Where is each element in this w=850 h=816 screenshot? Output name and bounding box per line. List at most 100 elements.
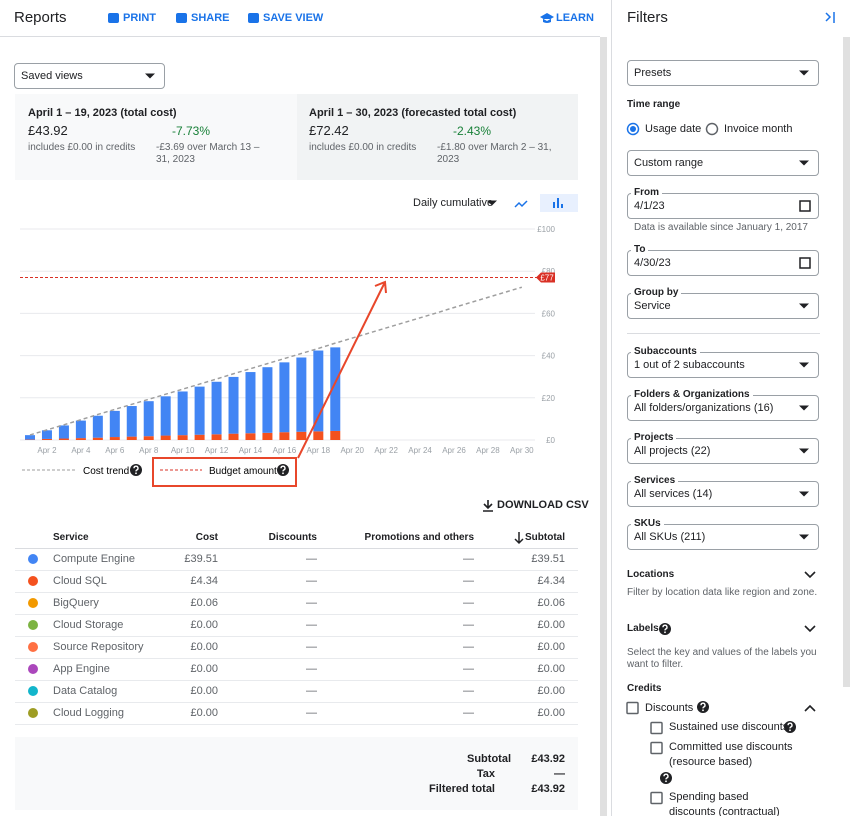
chart-mode[interactable]: Daily cumulative [413,197,494,209]
summary-amount: £72.42 [309,123,349,138]
radio-label[interactable]: Invoice month [724,123,793,135]
checkbox [650,741,663,755]
total-label: Filtered total [428,783,495,795]
help-icon [784,721,796,733]
service-name: Source Repository [53,641,144,653]
dropdown-caret [145,73,155,79]
calendar-icon [799,257,811,269]
cell: £0.00 [190,685,218,697]
bar-segment [194,386,205,435]
bar-segment [211,434,222,440]
cell: £0.00 [537,663,565,675]
checkbox-label[interactable]: Sustained use discounts [669,721,789,733]
service-dot [28,554,38,564]
dropdown-caret [799,362,809,368]
dropdown[interactable] [627,352,819,378]
dropdown[interactable] [627,60,819,86]
checkbox-label[interactable]: Committed use discounts (resource based) [669,741,793,768]
x-tick-label: Apr 4 [71,446,91,455]
totals-box [15,737,578,810]
help-icon [659,623,671,635]
bar-segment [228,376,239,434]
bar-segment [92,415,103,438]
dropdown[interactable] [627,524,819,550]
dropdown[interactable] [627,150,819,176]
dropdown[interactable] [14,63,165,89]
download-button[interactable]: DOWNLOAD CSV [497,499,589,511]
action-button[interactable]: SAVE VIEW [263,12,324,24]
dropdown-label: To [631,243,649,256]
action-button[interactable]: SHARE [191,12,230,24]
summary-title: April 1 – 19, 2023 (total cost) [28,107,177,119]
dropdown[interactable] [627,293,819,319]
legend-label: Cost trend [83,466,129,477]
dropdown[interactable] [627,438,819,464]
cell: £0.06 [190,597,218,609]
radio [626,122,640,136]
checkbox-label[interactable]: Spending based discounts (contractual) [669,791,780,816]
cell: — [306,575,317,587]
help-dot [135,472,137,475]
section-description: Select the key and values of the labels … [627,647,817,670]
dropdown-label: SKUs [631,517,664,530]
x-tick-label: Apr 28 [476,446,500,455]
summary-note: includes £0.00 in credits [28,142,136,153]
bar-segment [330,347,341,431]
section-title[interactable]: Labels [627,623,659,634]
section-title[interactable]: Locations [627,569,675,580]
cell: — [463,619,474,631]
total-value: £43.92 [531,753,565,765]
bar-segment [109,437,120,440]
cell: £0.00 [190,663,218,675]
cell: — [463,575,474,587]
dropdown-value: Saved views [21,70,83,82]
checkbox [626,701,639,715]
cell: — [306,707,317,719]
service-name: App Engine [53,663,110,675]
service-name: BigQuery [53,597,99,609]
bar-segment [126,436,137,440]
learn-button[interactable]: LEARN [556,12,594,24]
annotation-arrow [297,280,387,459]
summary-amount: £43.92 [28,123,68,138]
dropdown-caret [799,448,809,454]
checkbox-label[interactable]: Discounts [645,702,694,714]
radio [705,122,719,136]
dropdown-value: 1 out of 2 subaccounts [634,359,745,371]
bar-segment [41,438,52,440]
cell: £39.51 [531,553,565,565]
total-label: Tax [476,768,495,780]
column-header: Discounts [268,532,317,543]
dropdown[interactable] [627,481,819,507]
dropdown-value: All folders/organizations (16) [634,402,774,414]
bar-segment [262,432,273,440]
y-tick-label: £100 [537,225,555,234]
bar-segment [262,367,273,433]
service-name: Cloud SQL [53,575,107,587]
annotation-box [152,457,297,487]
bar-segment [25,435,35,440]
dropdown-label: Services [631,474,679,487]
help-glyph [700,702,706,709]
y-tick-label: £60 [542,309,556,318]
dropdown-value: All SKUs (211) [634,531,706,543]
scrollbar [600,37,607,816]
dropdown[interactable] [627,193,819,219]
service-dot [28,686,38,696]
dropdown[interactable] [627,250,819,276]
cell: £4.34 [190,575,218,587]
help-dot [665,780,667,783]
radio-label[interactable]: Usage date [645,123,702,135]
action-button[interactable]: PRINT [123,12,156,24]
field-hint: Data is available since January 1, 2017 [634,222,808,233]
bar-segment [109,410,120,438]
dropdown-caret [799,303,809,309]
service-name: Cloud Logging [53,707,124,719]
cell: — [306,597,317,609]
column-header: Subtotal [525,532,565,543]
bar-segment [58,425,69,439]
column-header[interactable]: Service [53,532,89,543]
bar-segment [41,430,52,439]
budget-tag-label: £77 [540,274,554,283]
